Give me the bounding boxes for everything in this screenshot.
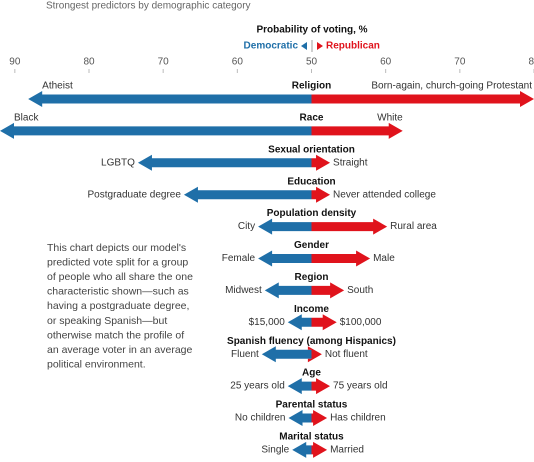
arrow (287, 314, 312, 331)
note-line: otherwise match the profile of (47, 329, 184, 341)
arrow (264, 282, 312, 299)
arrow (311, 122, 403, 139)
arrow (137, 154, 312, 171)
right-label: Has children (330, 413, 386, 424)
arrow (28, 91, 312, 107)
arrow (311, 378, 331, 395)
right-label: Male (373, 253, 395, 264)
arrow (288, 410, 312, 426)
right-label: Rural area (390, 221, 437, 232)
legend-arrow (301, 42, 307, 50)
category-title: Spanish fluency (among Hispanics) (227, 336, 396, 347)
x-tick-label: 80 (528, 57, 534, 68)
right-label: 75 years old (333, 381, 387, 392)
note-line: characteristic shown—such as (47, 286, 189, 298)
arrow (258, 250, 312, 267)
left-label: Atheist (42, 81, 73, 92)
left-label: LGBTQ (101, 157, 135, 168)
arrow (311, 91, 534, 107)
x-tick-label: 50 (306, 57, 318, 68)
note-line: This chart depicts our model's (47, 242, 186, 254)
arrow (307, 346, 322, 363)
left-label: Midwest (225, 285, 262, 296)
arrow (0, 122, 312, 139)
legend-label: Republican (326, 41, 380, 52)
arrow (311, 186, 331, 203)
x-tick-label: 90 (9, 57, 21, 68)
left-label: Postgraduate degree (88, 189, 182, 200)
category-title: Population density (267, 208, 357, 219)
note-line: having a postgraduate degree, (47, 300, 189, 312)
arrow (287, 378, 312, 395)
x-tick-label: 70 (158, 57, 170, 68)
note-line: of people who all share the one (47, 271, 193, 283)
category-title: Age (302, 368, 321, 379)
right-label: Never attended college (333, 189, 436, 200)
left-label: City (238, 221, 255, 232)
right-label: Straight (333, 157, 368, 168)
subtitle: Strongest predictors by demographic cate… (46, 1, 251, 12)
category-title: Region (295, 272, 329, 283)
left-label: $15,000 (249, 317, 286, 328)
note-line: an average voter in an average (47, 344, 193, 356)
arrow (258, 218, 312, 235)
x-tick-label: 60 (232, 57, 244, 68)
left-label: Female (222, 253, 256, 264)
x-tick-label: 80 (83, 57, 95, 68)
axis-title: Probability of voting, % (256, 25, 367, 36)
right-label: Not fluent (325, 349, 368, 360)
left-label: Black (14, 113, 39, 124)
arrow (311, 410, 328, 426)
category-title: Parental status (276, 400, 348, 411)
arrow (311, 282, 345, 299)
arrow (311, 314, 337, 331)
category-title: Income (294, 304, 329, 315)
arrow (311, 218, 388, 235)
left-label: No children (235, 413, 286, 424)
legend-label: Democratic (244, 41, 299, 52)
arrow (292, 441, 312, 458)
category-title: Marital status (279, 432, 344, 443)
arrow (311, 154, 331, 171)
note-line: or speaking Spanish—but (47, 315, 167, 327)
x-tick-label: 60 (380, 57, 392, 68)
arrow (311, 441, 328, 458)
note-line: predicted vote split for a group (47, 256, 188, 268)
right-label: $100,000 (340, 317, 382, 328)
note-line: political environment. (47, 359, 146, 371)
category-title: Education (287, 176, 335, 187)
right-label: Born-again, church-going Protestant (371, 81, 532, 92)
x-tick-label: 70 (454, 57, 466, 68)
category-title: Gender (294, 240, 329, 251)
arrow (311, 250, 371, 267)
left-label: 25 years old (230, 381, 284, 392)
category-title: Sexual orientation (268, 144, 355, 155)
category-title: Race (300, 113, 324, 124)
left-label: Fluent (231, 349, 259, 360)
arrow (261, 346, 312, 363)
right-label: White (377, 113, 403, 124)
right-label: South (347, 285, 373, 296)
legend-arrow (317, 42, 323, 50)
right-label: Married (330, 445, 364, 456)
category-title: Religion (292, 81, 331, 92)
left-label: Single (261, 445, 289, 456)
arrow (183, 186, 312, 203)
